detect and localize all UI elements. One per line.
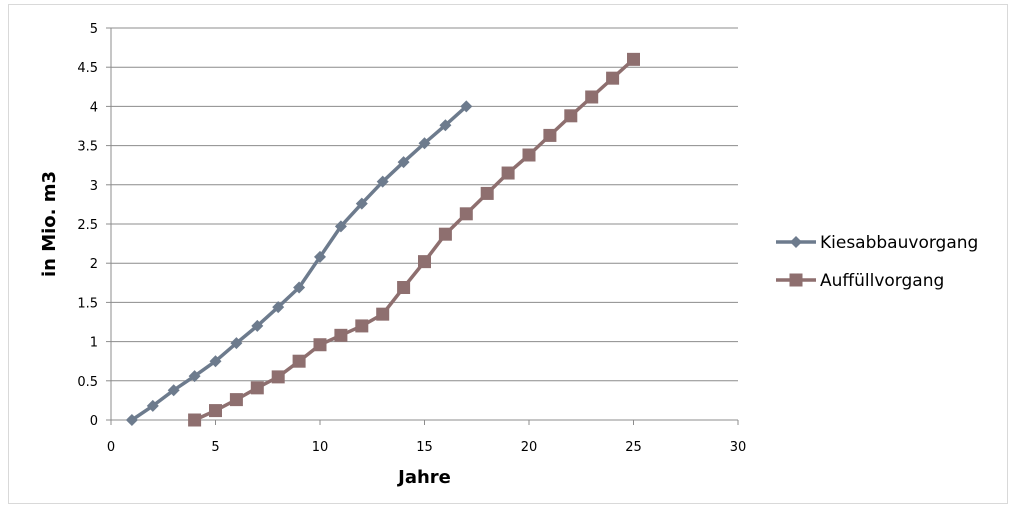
y-tick-label: 1 — [90, 336, 98, 351]
data-point — [188, 370, 201, 383]
legend-label: Kiesabbauvorgang — [820, 233, 978, 253]
data-point — [564, 109, 578, 123]
data-point — [355, 319, 369, 333]
x-tick-label: 20 — [521, 440, 538, 455]
data-point — [438, 227, 452, 241]
data-point — [501, 166, 515, 180]
y-tick-label: 0.5 — [77, 375, 98, 390]
data-point — [125, 414, 138, 426]
series-square — [188, 52, 640, 427]
x-tick-label: 10 — [312, 440, 329, 455]
data-point — [314, 250, 326, 263]
data-point — [397, 281, 411, 295]
tick-labels: 0 0.5 1 1.5 2 2.5 3 3.5 4 4.5 5 0 5 10 15 20 25 30 — [77, 22, 746, 455]
y-tick-label: 1.5 — [77, 296, 98, 311]
chart-frame — [8, 4, 1008, 504]
data-point — [188, 413, 202, 427]
data-point — [209, 355, 222, 368]
data-point — [480, 186, 494, 200]
data-point — [376, 175, 389, 188]
data-point — [627, 52, 640, 66]
data-point — [543, 128, 557, 142]
data-point — [251, 319, 264, 332]
legend-entry: Kiesabbauvorgang — [776, 233, 978, 253]
data-point — [167, 384, 180, 397]
data-point — [313, 338, 327, 352]
axes — [106, 27, 739, 425]
series-line — [193, 58, 635, 422]
series-diamond — [125, 100, 473, 426]
legend-entry: Auffüllvorgang — [776, 271, 944, 291]
data-point — [439, 119, 452, 132]
gridlines — [111, 27, 738, 382]
data-point — [230, 337, 243, 350]
x-tick-label: 30 — [730, 440, 747, 455]
y-axis-label: in Mio. m3 — [39, 171, 60, 277]
data-point — [522, 148, 536, 162]
data-point — [334, 328, 348, 342]
y-tick-label: 0 — [90, 414, 98, 429]
x-tick-label: 15 — [416, 440, 433, 455]
y-tick-label: 4 — [90, 100, 98, 115]
data-point — [146, 399, 159, 412]
data-point — [376, 307, 390, 321]
data-point — [397, 156, 410, 169]
x-tick-label: 0 — [107, 440, 115, 455]
x-axis-label: Jahre — [396, 467, 451, 488]
data-point — [271, 370, 285, 384]
y-tick-label: 3 — [90, 179, 98, 194]
y-tick-label: 3.5 — [77, 140, 98, 155]
data-point — [334, 220, 347, 233]
y-tick-label: 5 — [90, 22, 98, 37]
data-point — [459, 207, 473, 221]
data-point — [250, 381, 264, 395]
data-point — [355, 197, 368, 210]
data-point — [229, 393, 243, 407]
data-point — [460, 100, 473, 113]
y-tick-label: 4.5 — [77, 61, 98, 76]
x-tick-label: 25 — [625, 440, 642, 455]
y-tick-label: 2.5 — [77, 218, 98, 233]
data-point — [418, 255, 431, 269]
data-point — [585, 90, 599, 104]
data-point — [293, 281, 306, 294]
data-point — [292, 354, 306, 368]
data-point — [606, 71, 620, 85]
data-point — [209, 404, 222, 418]
legend-marker — [789, 273, 803, 287]
legend: Kiesabbauvorgang Auffüllvorgang — [776, 233, 978, 291]
series-group — [125, 52, 640, 427]
legend-label: Auffüllvorgang — [820, 271, 944, 291]
data-point — [418, 137, 431, 150]
x-tick-label: 5 — [211, 440, 219, 455]
legend-marker — [790, 236, 802, 248]
y-tick-label: 2 — [90, 257, 98, 272]
data-point — [272, 301, 285, 314]
